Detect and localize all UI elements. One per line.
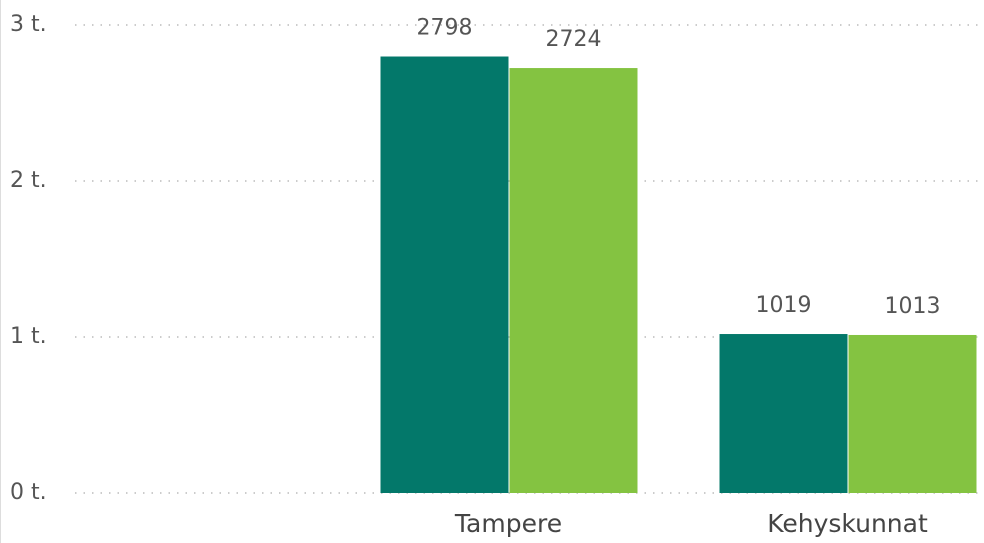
x-tick-label: Tampere xyxy=(454,509,562,538)
bar xyxy=(380,56,509,494)
y-tick-label: 3 t. xyxy=(10,12,47,37)
y-tick-label: 1 t. xyxy=(10,324,47,349)
value-label: 2798 xyxy=(417,16,473,41)
bar xyxy=(509,68,638,493)
value-label: 1013 xyxy=(885,294,941,319)
value-label: 1019 xyxy=(756,293,812,318)
y-tick-label: 2 t. xyxy=(10,168,47,193)
bar xyxy=(719,334,848,493)
y-tick-label: 0 t. xyxy=(10,480,47,505)
value-label: 2724 xyxy=(546,27,602,52)
x-tick-label: Kehyskunnat xyxy=(767,509,928,538)
bar xyxy=(848,334,977,493)
